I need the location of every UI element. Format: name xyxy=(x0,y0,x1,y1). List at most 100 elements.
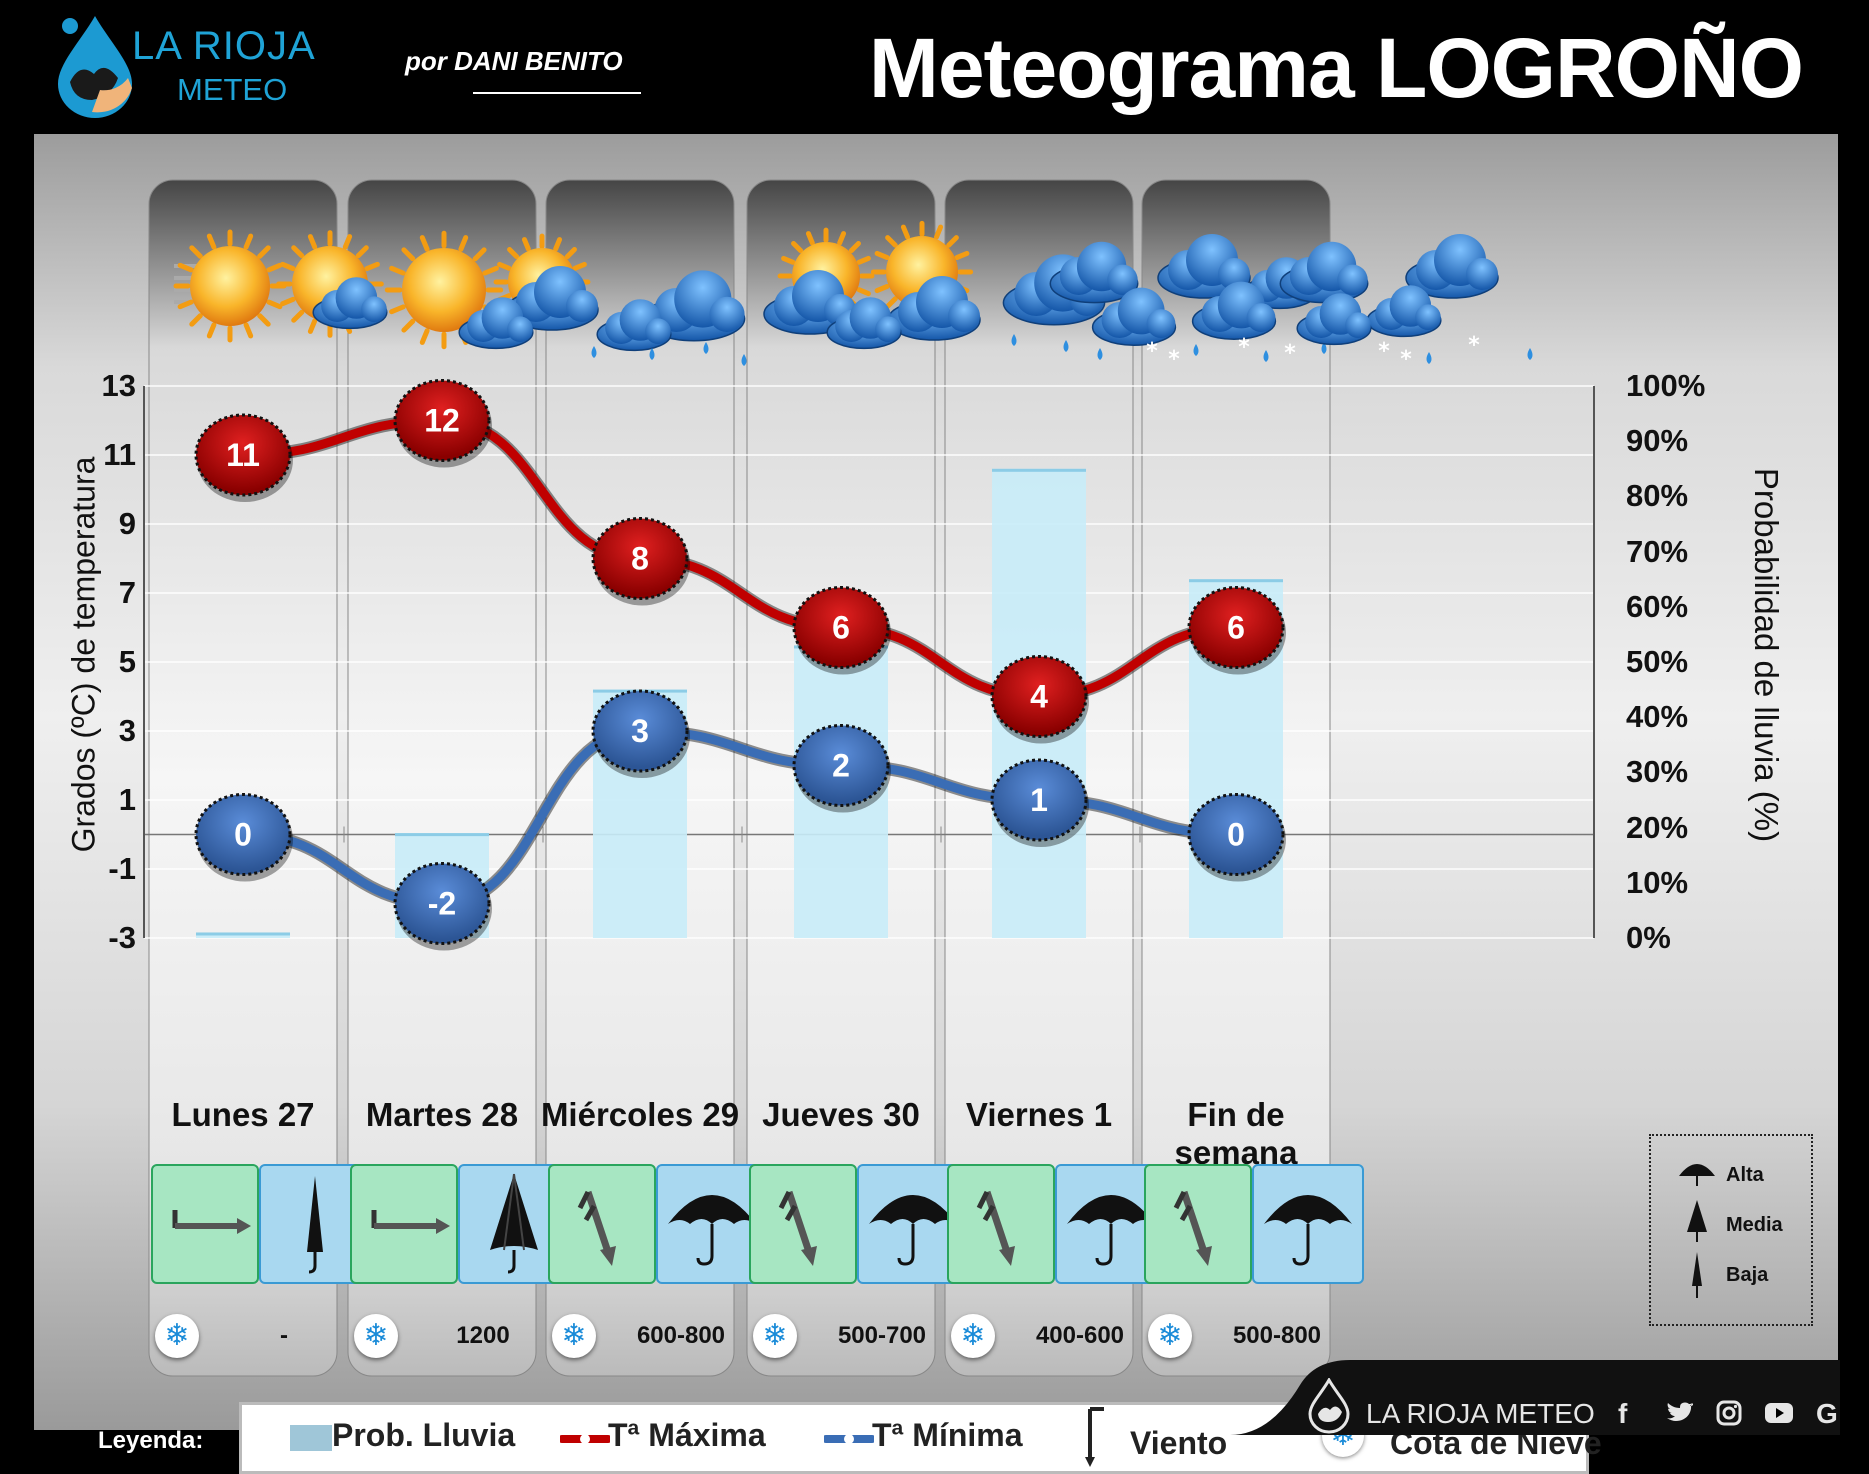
snow-flake: * xyxy=(1284,341,1296,366)
sun-icon xyxy=(173,229,287,343)
sun-ray xyxy=(946,235,959,248)
day-label: Lunes 27 xyxy=(171,1096,315,1133)
wind-box xyxy=(548,1164,656,1284)
legend-tmin: Tª Mínima xyxy=(872,1417,1023,1453)
point-label: 6 xyxy=(832,610,850,646)
y-tick-label-right: 30% xyxy=(1626,754,1689,790)
rain-drop xyxy=(1527,348,1533,360)
cloud-icon xyxy=(596,299,672,352)
rain-drop xyxy=(649,348,655,360)
snow-flake: * xyxy=(1238,335,1250,360)
y-axis-label-right: Probabilidad de lluvia (%) xyxy=(1748,467,1786,843)
sun-ray xyxy=(458,235,469,252)
footer-brand[interactable]: LA RIOJA METEO xyxy=(1366,1398,1595,1429)
tmin-point: 0 xyxy=(1187,793,1286,882)
brand-logo[interactable]: LA RIOJA METEO xyxy=(40,6,360,126)
google-icon[interactable]: G xyxy=(1816,1398,1838,1429)
cloud-icon xyxy=(826,297,902,350)
byline-underline xyxy=(473,92,641,94)
cloud-part xyxy=(1345,312,1371,338)
cloud-icon xyxy=(1091,287,1177,346)
snow-level-value: - xyxy=(280,1322,288,1349)
umbrella-closed-icon xyxy=(261,1166,369,1287)
point-label: 4 xyxy=(1030,679,1048,715)
legend-tmax: Tª Máxima xyxy=(608,1417,766,1453)
tmax-point: 11 xyxy=(194,413,293,502)
tmax-point: 6 xyxy=(1187,586,1286,675)
sun-ray xyxy=(280,296,296,307)
day-label: Jueves 30 xyxy=(762,1096,920,1133)
tmax-point: 12 xyxy=(393,379,492,468)
snow-flake: * xyxy=(1378,339,1390,364)
cloud-icon xyxy=(505,266,599,331)
sun-ray xyxy=(266,299,283,310)
rain-drop xyxy=(1097,348,1103,360)
sun-ray xyxy=(342,234,353,250)
cloud-icon xyxy=(763,270,857,335)
point-label: 1 xyxy=(1030,782,1048,818)
point-label: 0 xyxy=(234,817,252,853)
facebook-icon[interactable]: f xyxy=(1618,1398,1628,1429)
point-marker xyxy=(990,758,1088,842)
day-label: Fin de semana xyxy=(1174,1096,1298,1171)
instagram-icon[interactable] xyxy=(1716,1400,1742,1426)
umbrella-open-icon xyxy=(859,1166,967,1287)
youtube-icon[interactable] xyxy=(1764,1402,1794,1424)
wind-box xyxy=(947,1164,1055,1284)
twitter-icon[interactable] xyxy=(1666,1402,1694,1426)
sun-ray xyxy=(389,265,406,276)
point-marker xyxy=(990,655,1088,738)
cloud-part xyxy=(1415,304,1441,330)
point-marker xyxy=(194,793,292,876)
y-tick-label-right: 10% xyxy=(1626,864,1689,900)
cloud-icon xyxy=(1049,241,1139,304)
sun-ray xyxy=(291,245,305,259)
sun-ray xyxy=(177,262,194,273)
wind-south-icon xyxy=(949,1166,1053,1287)
snow-flake: * xyxy=(1168,347,1180,372)
rain-drop xyxy=(703,342,709,354)
y-tick-label-left: 7 xyxy=(118,575,136,610)
sun-ray xyxy=(364,261,380,272)
y-tick-label-right: 40% xyxy=(1626,699,1689,735)
wind-box xyxy=(749,1164,857,1284)
point-marker xyxy=(393,862,491,945)
water-drop-logo-icon xyxy=(58,16,132,118)
tmax-point: 8 xyxy=(591,517,690,606)
snowflake-icon: ❄ xyxy=(354,1314,398,1358)
cloud-icon xyxy=(1191,281,1277,340)
sun-disc xyxy=(190,246,270,326)
point-label: 8 xyxy=(631,541,649,577)
cloud-part xyxy=(875,316,901,342)
y-tick-label-left: 3 xyxy=(118,713,136,748)
wind-east-icon xyxy=(352,1166,456,1287)
tmin-point: 0 xyxy=(194,793,293,882)
tmin-point: -2 xyxy=(393,862,492,951)
sun-ray xyxy=(189,245,203,259)
umbrella-open-icon xyxy=(658,1166,766,1287)
brand-name-line1: LA RIOJA xyxy=(132,24,316,68)
sun-ray xyxy=(874,250,890,261)
wind-south-icon xyxy=(550,1166,654,1287)
snowflake-icon: ❄ xyxy=(753,1314,797,1358)
point-marker xyxy=(194,413,292,497)
sun-ray xyxy=(497,261,512,271)
rain-drop xyxy=(1011,334,1017,346)
snow-level-value: 1200 xyxy=(456,1322,510,1349)
y-axis-label-left: Grados (ºC) de temperatura xyxy=(65,456,102,853)
day-label: Miércoles 29 xyxy=(540,1096,740,1133)
sun-ray xyxy=(189,313,203,327)
snow-flake: * xyxy=(1468,333,1480,358)
umbrella-closed-icon xyxy=(1692,1252,1702,1298)
point-marker xyxy=(393,379,491,462)
snow-flake: * xyxy=(1400,347,1412,372)
sun-ray xyxy=(472,247,487,262)
y-tick-label-left: 5 xyxy=(118,644,136,679)
point-marker xyxy=(792,586,890,669)
temperature-points: 11 12 8 6 4 6 0 -2 3 2 1 0 xyxy=(194,379,1286,951)
sun-ray xyxy=(401,318,416,333)
point-label: 6 xyxy=(1227,610,1245,646)
legend-max-swatch xyxy=(560,1434,610,1444)
point-marker xyxy=(591,689,689,773)
snowflake-icon: ❄ xyxy=(552,1314,596,1358)
